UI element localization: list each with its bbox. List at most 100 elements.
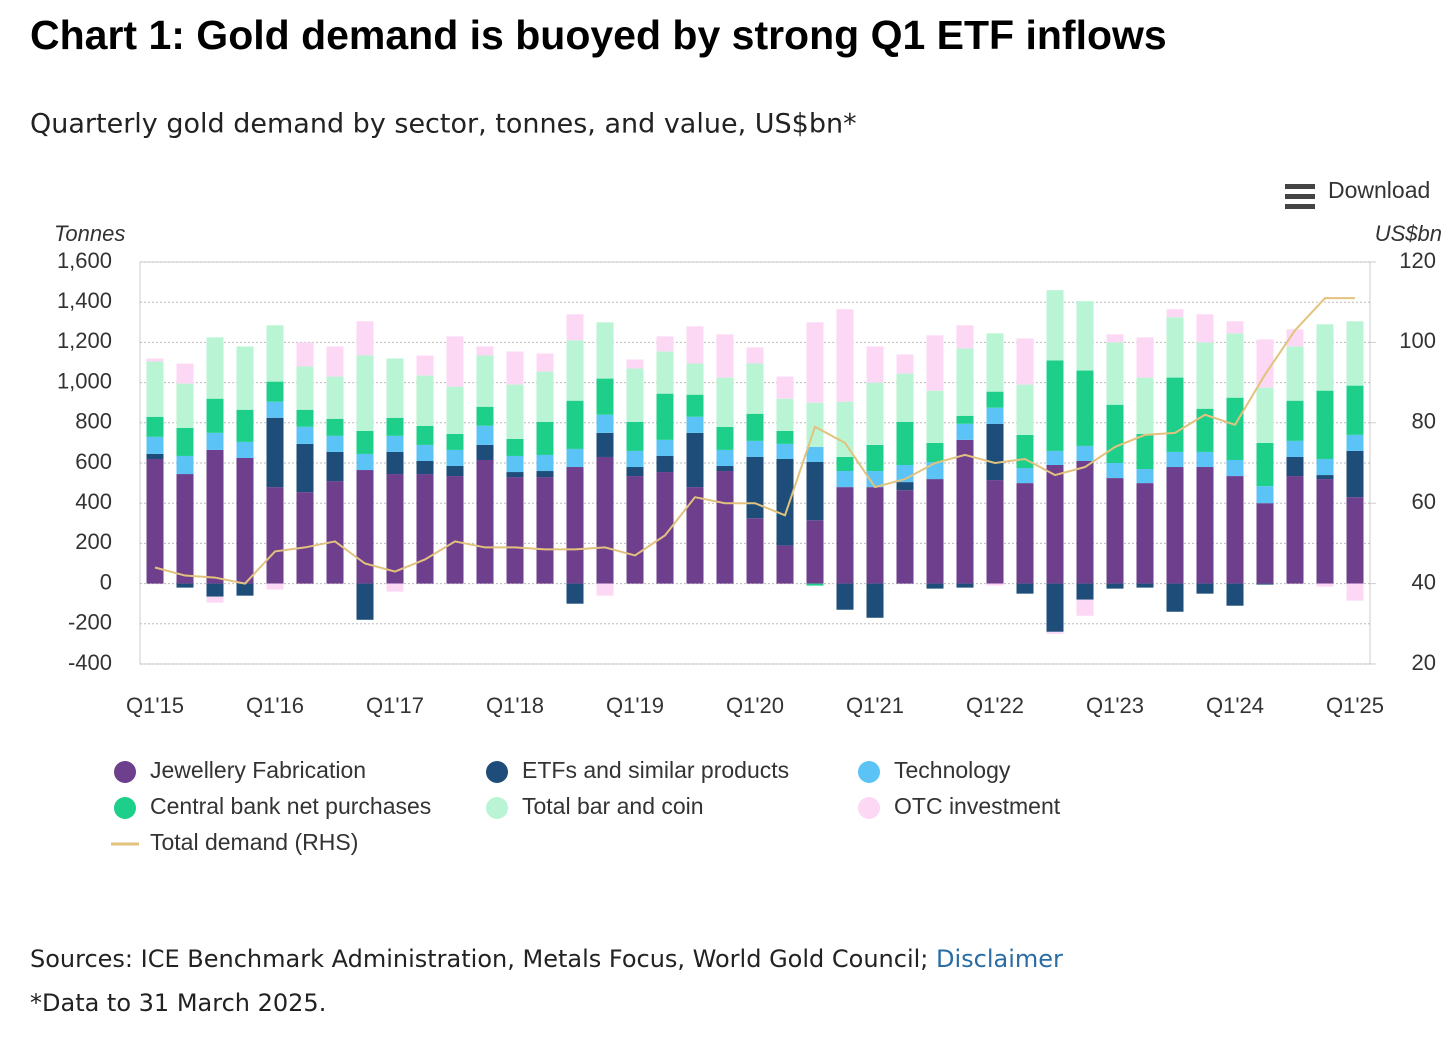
bar xyxy=(1286,440,1304,457)
bar xyxy=(1076,460,1094,584)
bar xyxy=(566,340,584,401)
bar xyxy=(536,471,554,478)
bar xyxy=(446,449,464,467)
bar xyxy=(476,444,494,460)
bar xyxy=(1076,599,1094,616)
bar xyxy=(1226,583,1244,606)
y-tick-label: -400 xyxy=(68,650,112,675)
bar xyxy=(776,376,794,399)
bar xyxy=(986,583,1004,586)
bar xyxy=(656,351,674,394)
bar xyxy=(896,354,914,374)
bar xyxy=(746,363,764,414)
legend-label: Central bank net purchases xyxy=(150,793,431,819)
bar xyxy=(1166,309,1184,318)
bar xyxy=(1286,476,1304,584)
bar xyxy=(386,583,404,592)
y2-tick-label: 40 xyxy=(1412,569,1436,594)
bar xyxy=(596,456,614,584)
bar xyxy=(1046,583,1064,632)
bar xyxy=(596,583,614,596)
bar xyxy=(1196,583,1214,594)
bar xyxy=(1136,583,1154,588)
bar xyxy=(416,460,434,475)
bar xyxy=(206,398,224,433)
bar xyxy=(866,382,884,445)
bar xyxy=(266,325,284,382)
bar xyxy=(236,583,254,596)
bar xyxy=(506,351,524,385)
x-tick-label: Q1'21 xyxy=(846,693,904,718)
y-tick-label: 1,000 xyxy=(57,368,112,393)
y-tick-label: 800 xyxy=(75,409,112,434)
sources: Sources: ICE Benchmark Administration, M… xyxy=(30,945,1063,973)
bar xyxy=(746,456,764,519)
x-tick-label: Q1'24 xyxy=(1206,693,1264,718)
bar xyxy=(1346,497,1364,584)
bar xyxy=(686,363,704,395)
bar xyxy=(926,390,944,443)
disclaimer-link[interactable]: Disclaimer xyxy=(936,945,1063,973)
bar xyxy=(1166,467,1184,584)
bar xyxy=(776,430,794,444)
bar xyxy=(356,355,374,431)
bar xyxy=(986,407,1004,424)
bar xyxy=(926,442,944,462)
bar xyxy=(626,476,644,584)
bar xyxy=(956,325,974,349)
bar xyxy=(506,438,524,456)
legend-label: ETFs and similar products xyxy=(522,757,789,783)
bar xyxy=(326,435,344,452)
bar xyxy=(146,453,164,459)
bar xyxy=(1256,339,1274,388)
bar xyxy=(716,334,734,378)
bar xyxy=(416,425,434,445)
bar xyxy=(1256,442,1274,487)
y2-tick-label: 100 xyxy=(1399,328,1436,353)
bar xyxy=(146,458,164,584)
y-tick-label: 600 xyxy=(75,449,112,474)
bar xyxy=(506,472,524,478)
bar xyxy=(506,477,524,584)
bar xyxy=(506,384,524,439)
bar xyxy=(1106,334,1124,343)
bar xyxy=(386,435,404,452)
bar xyxy=(356,470,374,584)
bar xyxy=(446,433,464,450)
legend-label: Jewellery Fabrication xyxy=(150,757,366,783)
bar xyxy=(836,583,854,610)
bar xyxy=(326,376,344,419)
y-tick-label: 1,600 xyxy=(57,248,112,273)
bar xyxy=(1166,317,1184,378)
bar xyxy=(896,421,914,466)
y-tick-label: 0 xyxy=(100,569,112,594)
bar xyxy=(296,492,314,584)
x-tick-label: Q1'25 xyxy=(1326,693,1384,718)
bar xyxy=(1226,321,1244,334)
bar xyxy=(446,336,464,387)
bar xyxy=(566,583,584,604)
bar xyxy=(1316,475,1334,480)
bar xyxy=(146,436,164,454)
bar xyxy=(1016,468,1034,484)
bar xyxy=(956,348,974,416)
bar xyxy=(1046,450,1064,466)
legend-swatch xyxy=(486,797,508,819)
bar xyxy=(146,358,164,362)
bar xyxy=(776,458,794,546)
chart-title: Chart 1: Gold demand is buoyed by strong… xyxy=(30,12,1167,58)
bar xyxy=(386,417,404,436)
download-label[interactable]: Download xyxy=(1328,177,1430,203)
bar xyxy=(176,583,194,588)
bar xyxy=(866,583,884,618)
bar xyxy=(206,596,224,603)
bar xyxy=(626,450,644,468)
legend-label: OTC investment xyxy=(894,793,1061,819)
download-button[interactable]: Download xyxy=(1285,177,1430,209)
bar xyxy=(1136,433,1154,470)
bar xyxy=(656,455,674,473)
bar xyxy=(326,451,344,482)
bar xyxy=(836,309,854,402)
bar xyxy=(206,449,224,584)
